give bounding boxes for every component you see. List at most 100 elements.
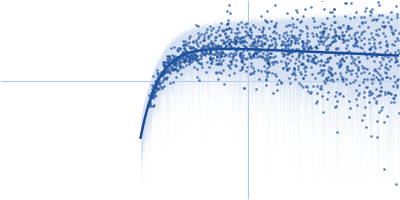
Point (322, 81, 328, 85)
Point (172, 67, 179, 70)
Point (176, 60, 182, 63)
Point (246, 44, 253, 47)
Point (302, 65, 308, 68)
Point (308, 47, 315, 50)
Point (203, 48, 209, 52)
Point (340, 34, 346, 37)
Point (308, 5, 314, 8)
Point (234, 31, 240, 34)
Point (382, 65, 388, 68)
Point (270, 30, 276, 33)
Point (267, 55, 274, 59)
Point (311, 61, 318, 64)
Point (340, 77, 346, 80)
Point (287, 24, 293, 27)
Point (324, 35, 331, 38)
Point (247, 27, 254, 30)
Point (329, 77, 335, 80)
Point (254, 52, 261, 55)
Point (367, 51, 374, 54)
Point (294, 17, 300, 20)
Point (339, 79, 346, 82)
Point (353, 43, 359, 46)
Point (279, 49, 285, 52)
Point (151, 90, 157, 94)
Point (384, 20, 391, 24)
Point (330, 36, 337, 39)
Point (212, 58, 219, 62)
Point (176, 63, 182, 66)
Point (307, 65, 314, 68)
Point (244, 57, 250, 60)
Point (149, 88, 156, 91)
Point (164, 64, 170, 67)
Point (393, 182, 399, 185)
Point (210, 26, 216, 30)
Point (268, 60, 275, 63)
Point (333, 48, 339, 51)
Point (180, 46, 187, 50)
Point (350, 33, 357, 36)
Point (165, 69, 172, 72)
Point (247, 73, 253, 76)
Point (174, 70, 180, 73)
Point (206, 46, 212, 49)
Point (352, 37, 358, 40)
Point (186, 55, 192, 58)
Point (383, 66, 389, 70)
Point (312, 61, 319, 64)
Point (285, 23, 292, 26)
Point (318, 69, 325, 72)
Point (382, 91, 388, 94)
Point (354, 104, 360, 107)
Point (305, 54, 312, 57)
Point (198, 61, 204, 64)
Point (314, 47, 320, 50)
Point (355, 66, 362, 69)
Point (266, 27, 272, 30)
Point (345, 25, 351, 28)
Point (174, 57, 180, 60)
Point (250, 71, 256, 74)
Point (218, 55, 224, 58)
Point (209, 53, 215, 56)
Point (183, 54, 190, 58)
Point (202, 49, 209, 52)
Point (392, 50, 398, 54)
Point (149, 88, 155, 91)
Point (150, 104, 156, 107)
Point (188, 52, 194, 55)
Point (165, 61, 172, 65)
Point (241, 62, 248, 65)
Point (394, 84, 400, 87)
Point (308, 46, 314, 50)
Point (167, 63, 173, 66)
Point (287, 81, 293, 84)
Point (318, 35, 325, 38)
Point (213, 50, 219, 53)
Point (394, 59, 400, 62)
Point (392, 81, 398, 84)
Point (334, 131, 340, 134)
Point (194, 58, 200, 61)
Point (321, 39, 327, 42)
Point (368, 35, 375, 38)
Point (376, 82, 383, 85)
Point (298, 20, 304, 23)
Point (366, 47, 373, 50)
Point (325, 90, 331, 94)
Point (232, 43, 238, 46)
Point (346, 115, 353, 118)
Point (337, 26, 343, 30)
Point (189, 59, 196, 62)
Point (321, 22, 328, 26)
Point (178, 65, 184, 68)
Point (336, 36, 342, 39)
Point (192, 52, 198, 56)
Point (311, 19, 318, 23)
Point (236, 31, 242, 34)
Point (369, 54, 375, 57)
Point (207, 51, 213, 55)
Point (310, 85, 316, 88)
Point (332, 106, 338, 109)
